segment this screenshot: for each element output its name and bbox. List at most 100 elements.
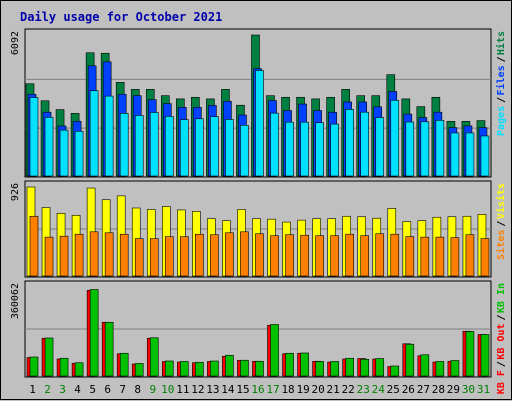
- ymax-label-bottom: 360062: [10, 283, 21, 319]
- bar-kb-in-day-21: [330, 361, 339, 377]
- bar-kb-in-day-31: [480, 334, 490, 377]
- bar-sites-day-28: [435, 236, 445, 277]
- x-tick-label: 14: [221, 383, 235, 396]
- bar-kb-in-day-9: [149, 337, 159, 377]
- bar-pages-day-4: [74, 131, 84, 177]
- bar-kb-in-day-1: [29, 356, 39, 377]
- x-tick-label: 24: [372, 383, 386, 396]
- legend-visits: Visits: [495, 183, 507, 219]
- x-tick-label: 20: [312, 383, 325, 396]
- bar-pages-day-27: [420, 121, 430, 177]
- bar-kb-in-day-10: [164, 360, 174, 377]
- x-tick-label: 29: [447, 383, 460, 396]
- legend-separator-top-0: /: [496, 56, 507, 62]
- bar-sites-day-11: [180, 236, 189, 277]
- bar-kb-in-day-4: [74, 362, 84, 377]
- x-tick-label: 15: [236, 383, 249, 396]
- bar-pages-day-8: [134, 115, 144, 177]
- bar-pages-day-13: [210, 116, 219, 177]
- bar-sites-day-24: [375, 233, 385, 277]
- bar-kb-in-day-27: [420, 354, 430, 377]
- bar-sites-day-14: [225, 232, 234, 277]
- bar-kb-in-day-7: [119, 352, 129, 377]
- bar-kb-in-day-16: [255, 360, 264, 377]
- bar-pages-day-9: [149, 112, 159, 177]
- bar-sites-day-2: [44, 236, 54, 277]
- bar-pages-day-30: [465, 132, 475, 177]
- bar-kb-in-day-6: [104, 321, 114, 377]
- bar-kb-in-day-23: [360, 358, 370, 377]
- x-tick-label: 5: [89, 383, 96, 396]
- legend-sites: Sites: [495, 230, 507, 260]
- x-tick-label: 13: [206, 383, 219, 396]
- bar-sites-day-17: [270, 235, 279, 277]
- x-tick-label: 21: [327, 383, 340, 396]
- x-tick-label: 4: [74, 383, 81, 396]
- x-tick-label: 25: [387, 383, 400, 396]
- bar-sites-day-12: [195, 233, 204, 277]
- bar-pages-day-21: [330, 123, 339, 177]
- bar-sites-day-5: [89, 231, 99, 277]
- bar-pages-day-6: [104, 95, 114, 177]
- legend-separator-top-1: /: [496, 97, 507, 103]
- bar-pages-day-18: [285, 121, 294, 177]
- bar-kb-in-day-12: [195, 361, 204, 377]
- x-tick-label: 30: [462, 383, 475, 396]
- x-tick-label: 18: [281, 383, 294, 396]
- ymax-label-middle: 926: [10, 183, 21, 201]
- bar-kb-in-day-26: [405, 343, 415, 377]
- x-tick-label: 17: [266, 383, 279, 396]
- bar-pages-day-29: [450, 132, 460, 177]
- bar-sites-day-13: [210, 234, 219, 277]
- legend-kb-out: KB Out: [496, 324, 507, 360]
- bar-pages-day-14: [225, 119, 234, 177]
- bar-sites-day-18: [285, 234, 294, 277]
- bar-pages-day-10: [164, 116, 174, 177]
- x-tick-label: 12: [191, 383, 204, 396]
- x-tick-label: 27: [417, 383, 430, 396]
- x-tick-label: 2: [44, 383, 51, 396]
- bar-sites-day-1: [29, 215, 39, 277]
- x-tick-label: 8: [134, 383, 141, 396]
- bar-kb-in-day-22: [345, 357, 354, 377]
- bar-kb-in-day-2: [44, 337, 54, 377]
- bar-kb-in-day-17: [270, 324, 279, 377]
- bar-sites-day-6: [104, 232, 114, 277]
- bar-pages-day-7: [119, 113, 129, 177]
- bar-sites-day-9: [149, 238, 159, 277]
- bar-sites-day-4: [74, 233, 84, 277]
- bar-sites-day-22: [345, 233, 354, 277]
- bar-sites-day-21: [330, 235, 339, 277]
- bar-pages-day-11: [180, 119, 189, 177]
- bar-kb-in-day-5: [89, 289, 99, 377]
- bar-sites-day-16: [255, 233, 264, 277]
- bar-pages-day-17: [270, 112, 279, 177]
- legend-pages: Pages: [496, 106, 507, 136]
- legend-separator-bottom-0: /: [496, 315, 507, 321]
- legend-hits: Hits: [495, 31, 507, 55]
- bar-kb-in-day-3: [59, 357, 69, 377]
- bar-sites-day-25: [390, 233, 400, 277]
- bar-kb-in-day-30: [465, 331, 475, 377]
- bar-pages-day-1: [29, 97, 39, 177]
- bar-kb-in-day-29: [450, 360, 460, 377]
- x-tick-label: 16: [251, 383, 264, 396]
- legend-separator-bottom-1: /: [496, 361, 507, 367]
- bar-pages-day-12: [195, 118, 204, 177]
- x-tick-label: 7: [119, 383, 126, 396]
- x-tick-label: 31: [477, 383, 490, 396]
- bar-pages-day-20: [315, 122, 324, 177]
- x-tick-label: 19: [296, 383, 309, 396]
- bar-kb-in-day-8: [134, 363, 144, 377]
- bar-pages-day-26: [405, 121, 415, 177]
- x-tick-label: 9: [149, 383, 156, 396]
- bar-kb-in-day-13: [210, 360, 219, 377]
- bar-sites-day-20: [315, 235, 324, 277]
- bar-kb-in-day-19: [300, 352, 309, 377]
- bar-pages-day-31: [480, 135, 490, 177]
- bar-pages-day-16: [255, 70, 264, 177]
- bar-sites-day-15: [240, 231, 249, 277]
- bar-kb-in-day-28: [435, 361, 445, 377]
- bar-sites-day-10: [164, 236, 174, 277]
- bar-sites-day-7: [119, 233, 129, 277]
